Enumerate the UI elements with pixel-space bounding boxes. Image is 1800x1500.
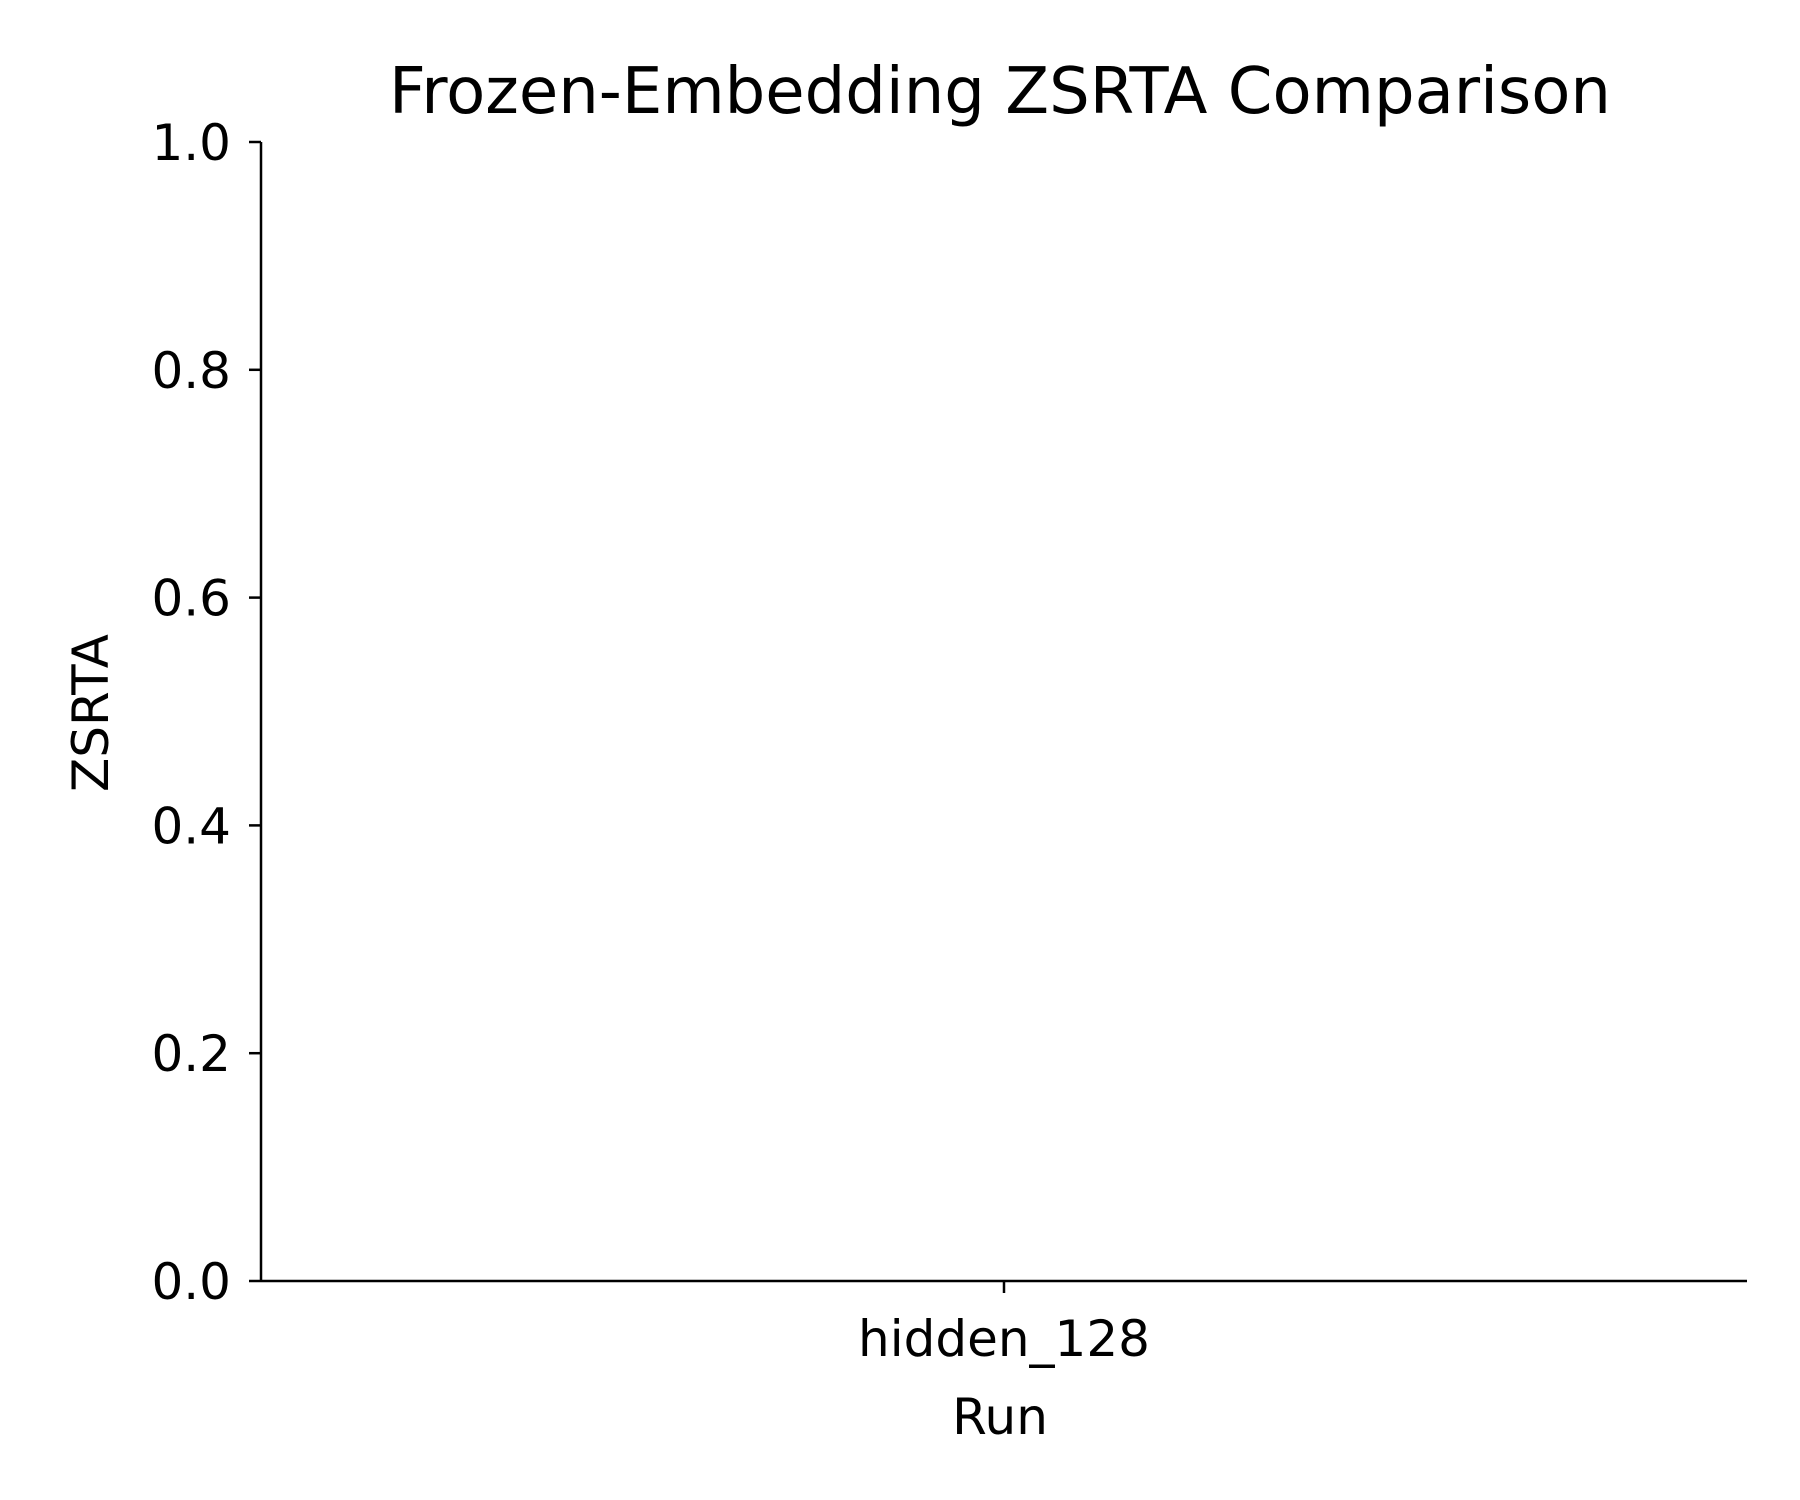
- y-tick-label: 0.2: [151, 1025, 231, 1083]
- y-axis: 0.0 0.2 0.4 0.6 0.8 1.0: [151, 114, 263, 1311]
- y-tick-label: 0.6: [151, 570, 231, 628]
- x-axis-label: Run: [952, 1388, 1048, 1446]
- y-tick-label: 1.0: [151, 114, 231, 172]
- y-tick-label: 0.0: [151, 1253, 231, 1311]
- y-tick-label: 0.8: [151, 342, 231, 400]
- y-tick-label: 0.4: [151, 797, 231, 855]
- y-axis-label: ZSRTA: [62, 634, 120, 792]
- x-tick-label: hidden_128: [858, 1310, 1150, 1368]
- x-axis: hidden_128: [261, 1279, 1747, 1368]
- chart-title: Frozen-Embedding ZSRTA Comparison: [389, 55, 1611, 129]
